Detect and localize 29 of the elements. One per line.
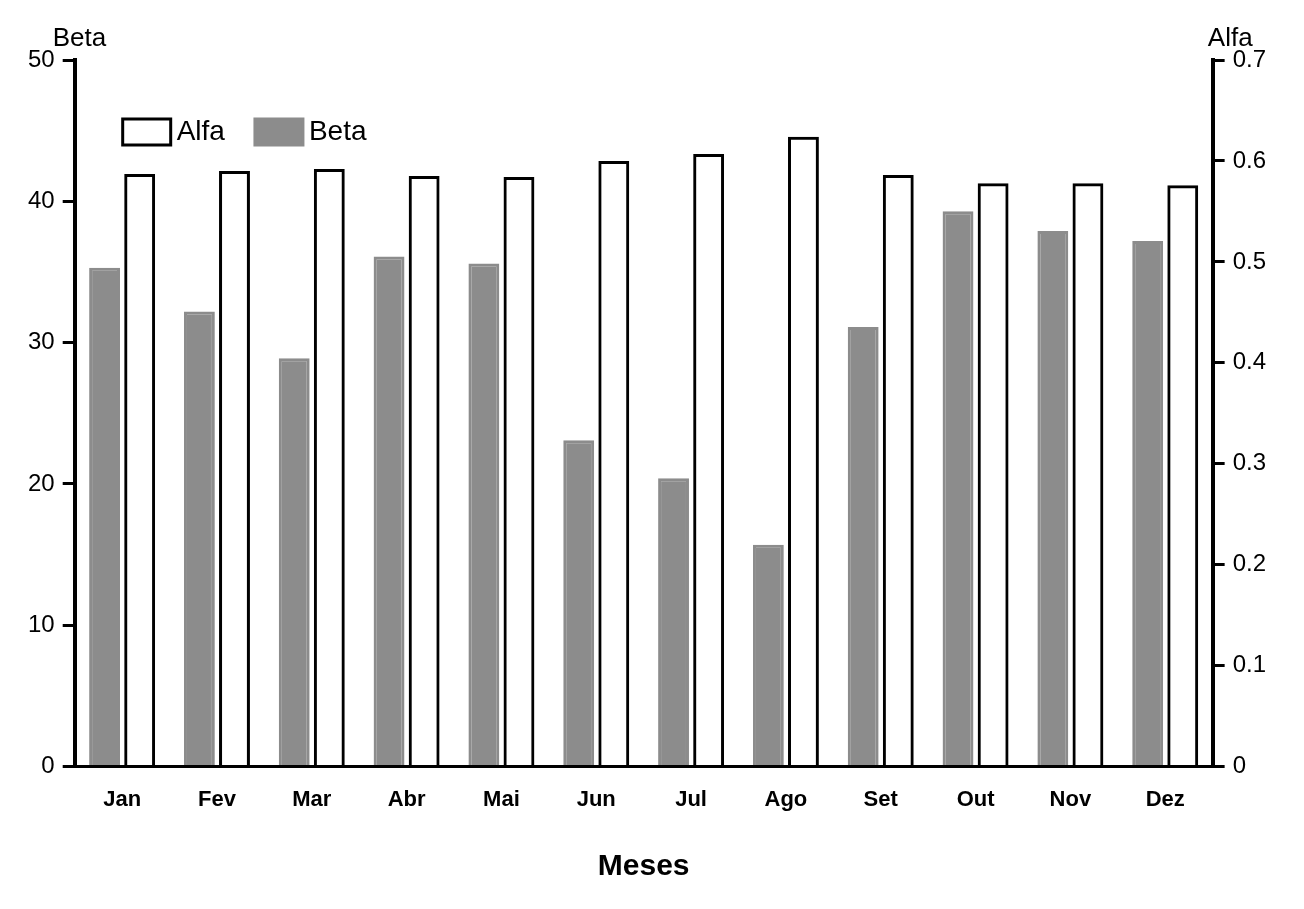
- x-tick-label: Jun: [576, 785, 616, 811]
- y-tick-label: 10: [27, 609, 55, 637]
- x-tick-label: Fev: [197, 785, 237, 811]
- y-axis-title: Beta: [52, 22, 107, 53]
- y-tick-label: 0: [41, 751, 55, 779]
- y-tick-label: 40: [27, 185, 55, 213]
- y2-tick-label: 0.1: [1232, 650, 1267, 678]
- x-tick-label: Ago: [764, 785, 808, 811]
- y-tick-label: 20: [27, 468, 55, 496]
- y2-tick-label: 0: [1232, 751, 1246, 779]
- x-tick-label: Nov: [1049, 785, 1092, 811]
- x-tick-label: Abr: [387, 785, 426, 811]
- y2-tick-label: 0.3: [1232, 448, 1267, 476]
- x-tick-label: Mar: [292, 785, 332, 811]
- y2-tick-label: 0.5: [1232, 246, 1267, 274]
- y-tick-label: 50: [27, 44, 55, 72]
- x-axis-title: Meses: [597, 848, 690, 882]
- x-tick-label: Jan: [103, 785, 142, 811]
- x-tick-label: Set: [863, 785, 899, 811]
- x-tick-label: Dez: [1145, 785, 1185, 811]
- y2-tick-label: 0.6: [1232, 145, 1267, 173]
- legend-label: Beta: [308, 114, 367, 146]
- y2-tick-label: 0.2: [1232, 549, 1267, 577]
- x-tick-label: Out: [956, 785, 996, 811]
- y-tick-label: 30: [27, 327, 55, 355]
- y2-tick-label: 0.4: [1232, 347, 1267, 375]
- x-tick-label: Jul: [675, 785, 707, 811]
- x-tick-label: Mai: [483, 785, 520, 811]
- legend-label: Alfa: [176, 114, 226, 146]
